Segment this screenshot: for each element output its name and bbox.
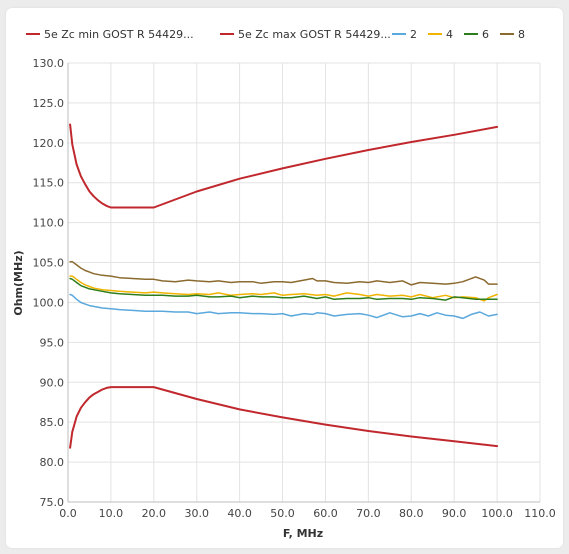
legend-label-2: 2	[410, 28, 417, 41]
series-line-3	[69, 275, 498, 302]
series-line-4	[69, 277, 498, 301]
y-tick-label: 85.0	[40, 416, 65, 429]
y-tick-label: 95.0	[40, 336, 65, 349]
y-tick-label: 110.0	[33, 217, 65, 230]
axes	[67, 63, 540, 503]
series-line-0	[69, 386, 499, 449]
legend-label-0: 5e Zc min GOST R 54429...	[44, 28, 194, 41]
series-line-5	[69, 260, 498, 286]
x-tick-label: 10.0	[99, 507, 124, 520]
y-tick-labels: 75.0 80.0 85.0 90.0 95.0 100.0 105.0 110.0 115.0…	[33, 57, 65, 509]
legend-label-5: 8	[518, 28, 525, 41]
legend-label-3: 4	[446, 28, 453, 41]
series-line-2	[69, 293, 498, 320]
x-axis-title: F, MHz	[283, 527, 323, 540]
x-tick-label: 70.0	[356, 507, 381, 520]
x-tick-label: 0.0	[59, 507, 77, 520]
x-tick-labels: 0.0 10.0 20.0 30.0 40.0 50.0 60.0 70.0 80.0 90.0 1…	[59, 507, 556, 520]
legend-label-4: 6	[482, 28, 489, 41]
x-tick-label: 30.0	[184, 507, 209, 520]
x-tick-label: 110.0	[524, 507, 556, 520]
plot-area	[69, 123, 499, 449]
y-tick-label: 105.0	[33, 257, 65, 270]
y-tick-label: 125.0	[33, 97, 65, 110]
y-tick-label: 75.0	[40, 496, 65, 509]
x-tick-label: 50.0	[270, 507, 295, 520]
x-tick-label: 100.0	[481, 507, 513, 520]
chart-card	[6, 8, 563, 548]
legend: 5e Zc min GOST R 54429... 5e Zc max GOST …	[26, 28, 525, 41]
x-tick-label: 90.0	[442, 507, 467, 520]
x-tick-label: 40.0	[227, 507, 252, 520]
y-tick-label: 115.0	[33, 177, 65, 190]
y-tick-label: 120.0	[33, 137, 65, 150]
x-tick-label: 20.0	[142, 507, 167, 520]
y-tick-label: 130.0	[33, 57, 65, 70]
grid	[67, 62, 541, 503]
y-tick-label: 100.0	[33, 296, 65, 309]
x-tick-label: 80.0	[399, 507, 424, 520]
y-tick-label: 90.0	[40, 376, 65, 389]
y-axis-title: Ohm(MHz)	[12, 250, 25, 315]
x-tick-label: 60.0	[313, 507, 338, 520]
legend-label-1: 5e Zc max GOST R 54429...	[238, 28, 391, 41]
series-line-1	[69, 123, 499, 209]
y-tick-label: 80.0	[40, 456, 65, 469]
